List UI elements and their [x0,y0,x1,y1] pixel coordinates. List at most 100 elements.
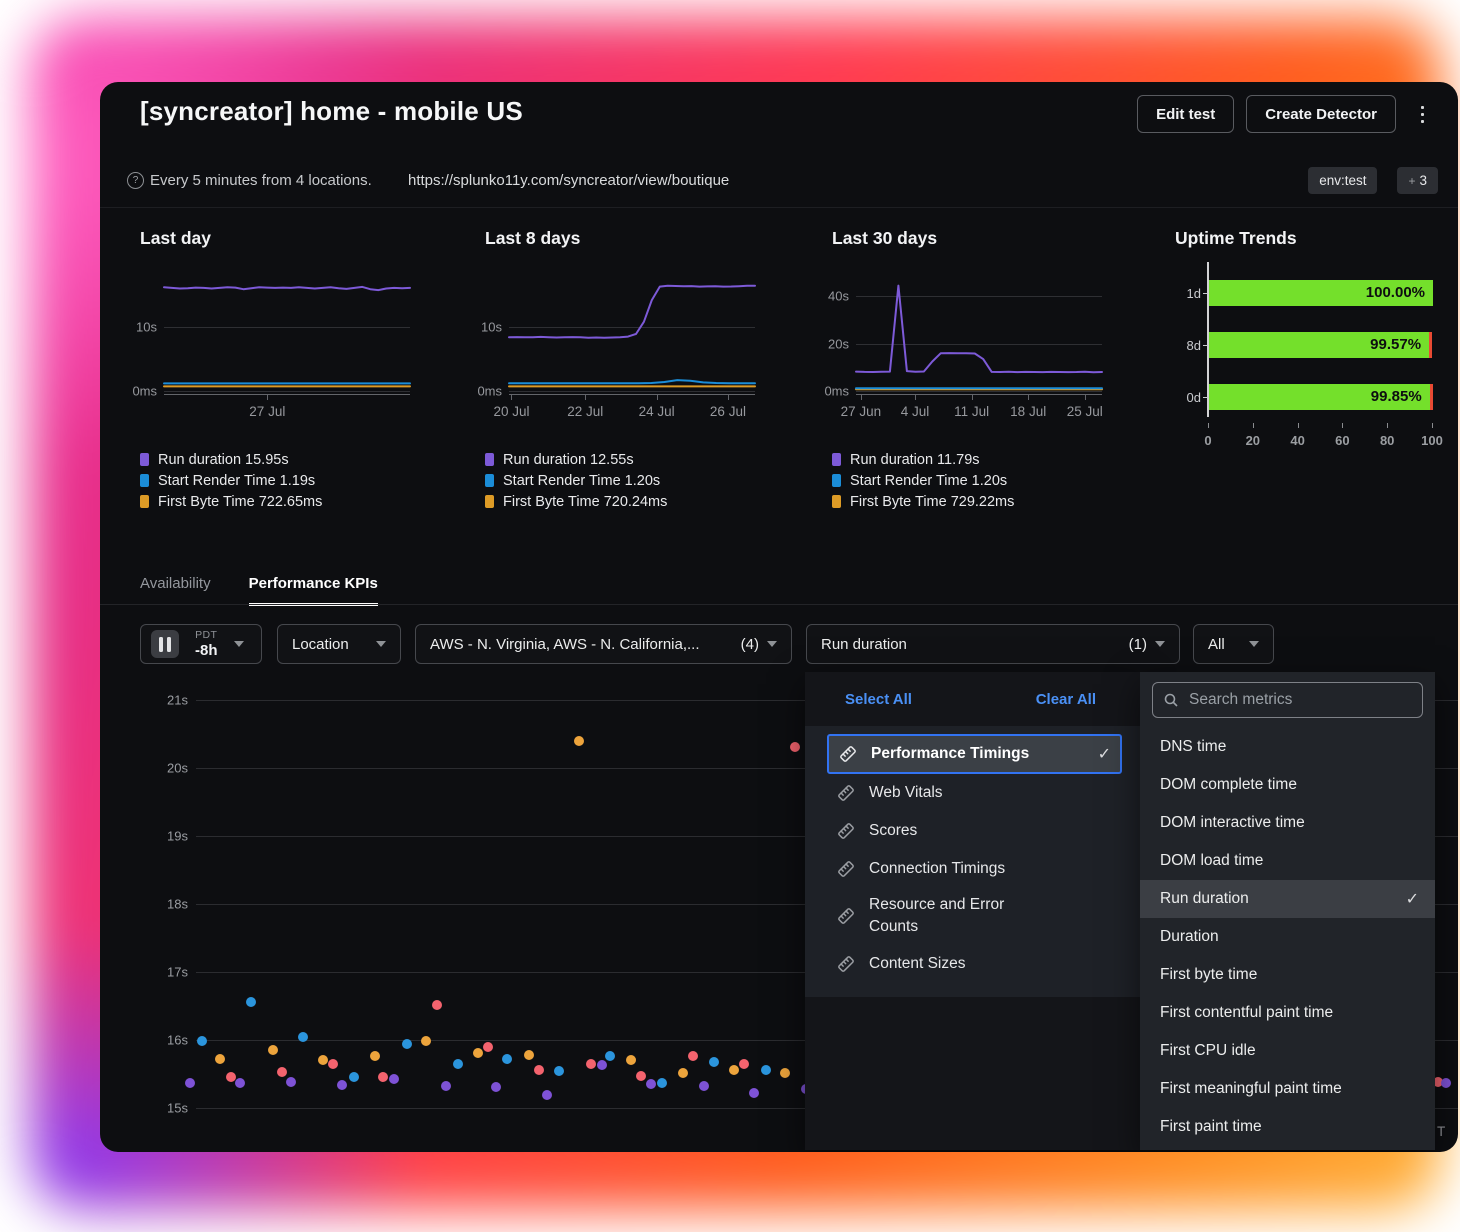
x-axis: 27 Jul [164,391,410,427]
uptime-x-axis: 0 20 40 60 80 100 [1204,423,1443,455]
scatter-point [483,1041,493,1052]
y-axis-label: 0ms [477,383,502,399]
x-axis-tick [585,394,587,400]
more-menu-icon[interactable] [1414,99,1430,129]
scatter-point [790,741,800,752]
gridline [856,391,1102,392]
metric-category-connection-timings[interactable]: Connection Timings [827,850,1122,888]
x-axis-label: 20 Jul [493,404,530,419]
chart-legend: Run duration 11.79s Start Render Time 1.2… [832,449,1112,512]
legend-item: First Byte Time 720.24ms [485,491,765,512]
x-axis-label: 26 Jul [709,404,746,419]
test-detail-card: [syncreator] home - mobile US Edit test … [100,82,1458,1152]
legend-swatch [832,453,841,466]
chart-title: Last 30 days [832,228,938,248]
metric-category-scores[interactable]: Scores [827,812,1122,850]
uptime-bar-fill: 100.00% [1209,280,1433,306]
legend-swatch [140,474,149,487]
scatter-point [729,1064,739,1075]
gridline [509,326,755,328]
location-dropdown[interactable]: Location [277,624,401,664]
chart-last-8-days[interactable]: Last 8 days 10s 0ms 20 Jul 22 Jul 24 Jul 26 … [477,228,765,512]
metric-value: Run duration [821,635,907,653]
select-all-link[interactable]: Select All [845,690,912,708]
metric-option-label: First paint time [1160,1118,1262,1135]
bar-tick-dash [1203,293,1208,294]
bar-tick-dash [1203,345,1208,346]
scatter-point [277,1066,287,1077]
line-chart-plot: 10s 0ms [132,261,411,399]
legend-item: Run duration 11.79s [832,449,1112,470]
metric-dropdown[interactable]: Run duration (1) [806,624,1180,664]
scatter-point [432,1000,442,1011]
metric-category-performance-timings[interactable]: Performance Timings ✓ [827,734,1122,774]
metric-option-first-cpu-idle[interactable]: First CPU idle [1140,1032,1435,1070]
metric-option-label: Run duration [1160,890,1249,907]
legend-item: Run duration 12.55s [485,449,765,470]
time-range-picker[interactable]: PDT -8h [140,624,262,664]
y-axis-label: 0ms [824,383,849,399]
metric-panel-header: Select All Clear All [805,672,1140,726]
more-tags-badge[interactable]: +3 [1397,167,1438,194]
metric-option-first-contentful-paint-time[interactable]: First contentful paint time [1140,994,1435,1032]
header-actions: Edit test Create Detector [1137,95,1430,133]
legend-label: Run duration 15.95s [158,451,289,468]
metric-option-run-duration[interactable]: Run duration ✓ [1140,880,1435,918]
metric-category-resource-and-error-counts[interactable]: Resource and Error Counts [827,888,1122,945]
metric-category-content-sizes[interactable]: Content Sizes [827,945,1122,983]
y-axis-label: 17s [167,964,188,980]
tab-availability[interactable]: Availability [140,575,211,592]
create-detector-button[interactable]: Create Detector [1246,95,1396,133]
scatter-point [542,1090,552,1101]
category-label: Resource and Error Counts [869,896,1005,936]
x-axis-tick [1342,423,1344,428]
x-axis-tick [1028,394,1030,400]
metric-options-list: DNS time DOM complete time DOM interactive… [1140,728,1435,1150]
legend-swatch [485,495,494,508]
legend-label: Start Render Time 1.19s [158,472,316,489]
chart-last-30-days[interactable]: Last 30 days 40s 20s 0ms 27 Jun 4 Jul 11 Jul… [824,228,1112,512]
metric-option-first-meaningful-paint-time[interactable]: First meaningful paint time [1140,1070,1435,1108]
info-icon: ? [127,172,144,189]
metric-category-panel: Select All Clear All Performance Timings… [805,672,1140,1150]
search-metrics-box[interactable] [1152,682,1423,718]
uptime-bar: 99.85% [1209,384,1433,410]
scatter-point [226,1071,236,1082]
legend-item: Run duration 15.95s [140,449,420,470]
scatter-point [699,1081,709,1092]
y-axis-label: 21s [167,692,188,708]
x-axis-tick [1432,423,1433,428]
metric-category-web-vitals[interactable]: Web Vitals [827,774,1122,812]
x-axis-tick [1387,423,1389,428]
metric-option-dom-complete-time[interactable]: DOM complete time [1140,766,1435,804]
metric-option-dom-load-time[interactable]: DOM load time [1140,842,1435,880]
metric-option-duration[interactable]: Duration [1140,918,1435,956]
search-metrics-input[interactable] [1187,690,1412,710]
bar-category-label: 8d [1186,338,1201,353]
scatter-point [197,1035,207,1046]
edit-test-button[interactable]: Edit test [1137,95,1235,133]
legend-label: First Byte Time 722.65ms [158,493,323,510]
legend-swatch [140,495,149,508]
gridline [856,343,1102,345]
time-pause-icon [151,630,179,658]
chart-uptime-trends[interactable]: Uptime Trends 1d 100.00% 8d 99.57% 0d 99.85% … [1175,228,1451,455]
ruler-icon [836,821,856,841]
ruler-icon [836,906,856,926]
clear-all-link[interactable]: Clear All [1035,690,1096,708]
scatter-point [749,1088,759,1099]
x-axis-tick [656,394,658,400]
metric-option-label: DOM interactive time [1160,814,1305,831]
x-axis-label: 27 Jul [249,404,286,419]
metric-option-first-paint-time[interactable]: First paint time [1140,1108,1435,1146]
tab-performance-kpis[interactable]: Performance KPIs [248,572,378,606]
scope-dropdown[interactable]: All [1193,624,1274,664]
metric-option-first-byte-time[interactable]: First byte time [1140,956,1435,994]
metric-option-dom-interactive-time[interactable]: DOM interactive time [1140,804,1435,842]
scatter-point [636,1071,646,1082]
metric-option-dns-time[interactable]: DNS time [1140,728,1435,766]
locations-value-dropdown[interactable]: AWS - N. Virginia, AWS - N. California,.… [415,624,792,664]
chart-last-day[interactable]: Last day 10s 0ms 27 Jul Run duration 15.9… [132,228,420,512]
x-axis-line [164,394,410,395]
scatter-point [780,1068,790,1079]
